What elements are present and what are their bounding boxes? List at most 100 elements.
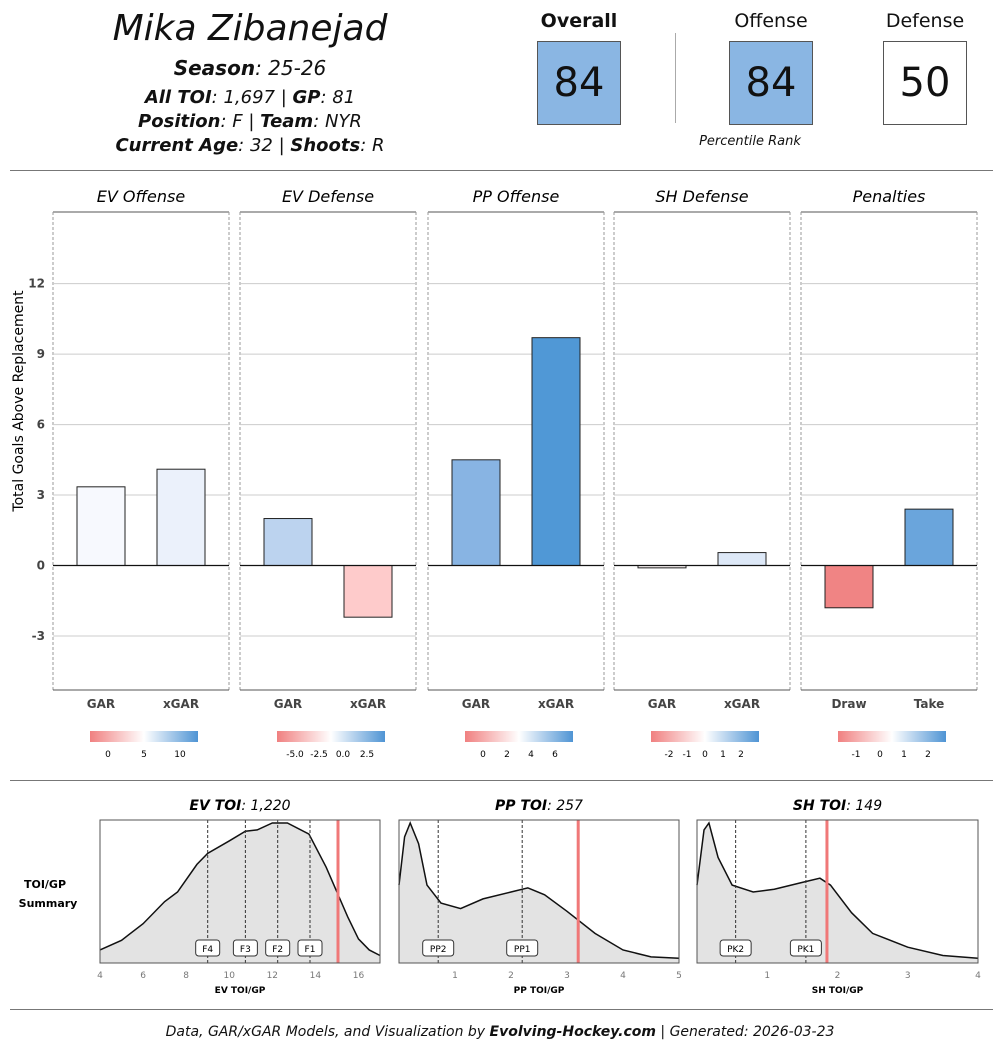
age-label: Current Age [115, 135, 239, 156]
plot-frame [99, 819, 381, 964]
x-tick-label: Draw [831, 697, 866, 711]
x-tick-label: 12 [267, 971, 278, 981]
legend-tick-label: 4 [528, 750, 534, 760]
legend-tick-label: -5.0 [286, 750, 304, 760]
y-tick-label: 6 [37, 418, 45, 432]
footer-brand: Evolving-Hockey.com [489, 1024, 656, 1040]
role-marker-label: PP2 [430, 945, 447, 955]
legend-tick-label: 2 [504, 750, 510, 760]
score-divider [675, 33, 676, 123]
bar-gar [451, 459, 501, 567]
footer-text: Data, GAR/xGAR Models, and Visualization… [165, 1024, 490, 1040]
player-name: Mika Zibanejad [112, 8, 388, 49]
x-tick-label: 1 [764, 971, 770, 981]
bar-xgar [343, 565, 393, 618]
plot-frame [696, 819, 979, 964]
divider-mid [10, 780, 993, 781]
x-tick-label: 2 [508, 971, 514, 981]
y-tick-label: 3 [37, 488, 45, 502]
role-marker-box [265, 939, 291, 957]
legend-tick-label: 1 [720, 750, 726, 760]
toi-value: : 1,697 | [211, 87, 293, 108]
x-tick-label: 1 [452, 971, 458, 981]
legend-tick-label: 5 [141, 750, 147, 760]
y-tick-label: 9 [37, 347, 45, 361]
x-tick-label: xGAR [163, 697, 199, 711]
x-tick-label: GAR [648, 697, 676, 711]
x-tick-label: xGAR [724, 697, 760, 711]
x-tick-label: xGAR [350, 697, 386, 711]
toi-line: All TOI: 1,697 | GP: 81 [80, 87, 420, 108]
role-marker-label: PP1 [514, 945, 531, 955]
density-curve [99, 822, 381, 957]
x-tick-label: 10 [224, 971, 236, 981]
y-tick-label: 0 [37, 559, 45, 573]
legend-colorbar [838, 731, 946, 742]
role-marker-box [195, 939, 221, 957]
x-axis-label: SH TOI/GP [812, 986, 864, 996]
bar-xgar [717, 552, 767, 567]
x-tick-label: 16 [353, 971, 365, 981]
x-tick-label: 6 [140, 971, 146, 981]
role-marker-box [422, 939, 455, 957]
legend-tick-label: 2 [925, 750, 931, 760]
bar-gar [76, 486, 126, 567]
defense-score: 50 [883, 41, 967, 125]
x-tick-label: 5 [676, 971, 682, 981]
legend-colorbar [277, 731, 385, 742]
offense-label: Offense [734, 10, 808, 32]
legend-tick-label: 10 [174, 750, 186, 760]
overall-score: 84 [537, 41, 621, 125]
defense-label: Defense [885, 10, 965, 32]
role-marker-box [232, 939, 258, 957]
legend-tick-label: 0.0 [336, 750, 351, 760]
x-tick-label: xGAR [538, 697, 574, 711]
legend-tick-label: 2.5 [360, 750, 374, 760]
panel-title: EV Offense [97, 187, 186, 206]
x-axis-label: PP TOI/GP [514, 986, 565, 996]
panel-title: PP Offense [473, 187, 560, 206]
footer-generated: | Generated: 2026-03-23 [655, 1024, 835, 1040]
panel-title: SH Defense [655, 187, 748, 206]
gp-value: : 81 [320, 87, 356, 108]
legend-colorbar [465, 731, 573, 742]
bar-xgar [531, 337, 581, 567]
density-curve [398, 821, 680, 959]
x-tick-label: 4 [620, 971, 626, 981]
team-value: : NYR [313, 111, 362, 132]
x-tick-label: 3 [905, 971, 911, 981]
legend-tick-label: -2 [665, 750, 674, 760]
age-line: Current Age: 32 | Shoots: R [80, 135, 420, 156]
toi-panel-title: PP TOI: 257 [495, 798, 583, 814]
role-marker-box [719, 939, 752, 957]
role-marker-label: PK1 [797, 945, 814, 955]
role-marker-label: F4 [202, 945, 213, 955]
offense-score: 84 [729, 41, 813, 125]
x-tick-label: 2 [835, 971, 841, 981]
x-tick-label: 4 [975, 971, 981, 981]
team-label: Team [260, 111, 314, 132]
panel-title: Penalties [853, 187, 926, 206]
legend-tick-label: 0 [480, 750, 486, 760]
toi-summary-label: TOI/GP [24, 878, 66, 891]
toi-panel-title: SH TOI: 149 [793, 798, 882, 814]
legend-tick-label: 1 [901, 750, 907, 760]
x-axis-label: EV TOI/GP [215, 986, 266, 996]
position-value: : F | [220, 111, 261, 132]
legend-tick-label: 0 [105, 750, 111, 760]
x-tick-label: Take [914, 697, 945, 711]
role-marker-label: F3 [240, 945, 251, 955]
season-value: : 25-26 [255, 56, 327, 80]
role-marker-label: F1 [305, 945, 316, 955]
legend-tick-label: 2 [738, 750, 744, 760]
bar-xgar [156, 468, 206, 567]
x-tick-label: GAR [274, 697, 302, 711]
role-marker-label: F2 [272, 945, 283, 955]
percentile-note: Percentile Rank [699, 134, 801, 149]
toi-label: All TOI [144, 87, 212, 108]
shoots-value: : R [360, 135, 385, 156]
legend-tick-label: -1 [683, 750, 692, 760]
role-marker-box [789, 939, 822, 957]
shoots-label: Shoots [290, 135, 361, 156]
